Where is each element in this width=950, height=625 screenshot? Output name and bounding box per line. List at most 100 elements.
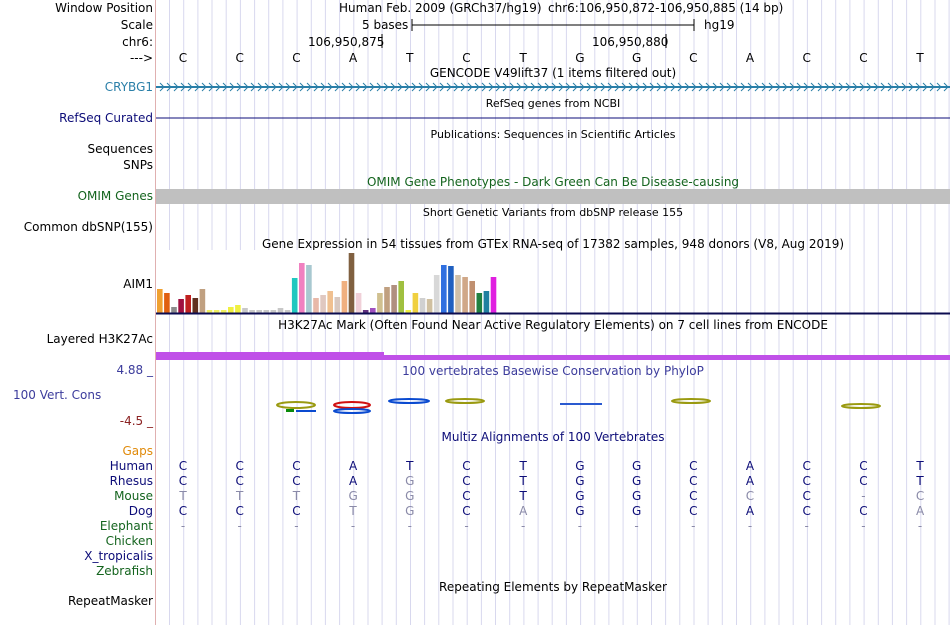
aligned-base: -	[407, 519, 412, 533]
strand-chevron	[404, 82, 410, 92]
gtex-tissue-bar	[391, 285, 397, 313]
strand-chevron	[593, 82, 599, 92]
aligned-base: C	[178, 504, 188, 518]
gtex-tissue-bar	[433, 275, 440, 313]
gtex-tissue-bar	[306, 265, 312, 313]
track-label-refseq[interactable]: RefSeq Curated	[59, 111, 153, 125]
reference-base: C	[178, 51, 188, 65]
aligned-base: C	[292, 504, 301, 518]
strand-chevron	[299, 82, 305, 92]
strand-chevron	[866, 82, 872, 92]
gtex-tissue-bar	[157, 289, 163, 313]
phylop-logos[interactable]	[156, 395, 950, 415]
aligned-base: C	[859, 474, 868, 488]
aligned-base: C	[802, 459, 811, 473]
strand-chevron	[264, 82, 270, 92]
refseq-gene-feature[interactable]	[156, 112, 950, 124]
strand-chevron	[425, 82, 431, 92]
track-label-h3k27ac[interactable]: Layered H3K27Ac	[46, 332, 153, 346]
strand-chevron	[397, 82, 403, 92]
strand-chevron	[285, 82, 291, 92]
track-label-sequences[interactable]: Sequences	[87, 142, 153, 156]
strand-chevron	[376, 82, 382, 92]
gtex-tissue-bar	[377, 293, 383, 313]
aligned-base: C	[235, 474, 244, 488]
species-label: Zebrafish	[96, 564, 153, 578]
aligned-base: G	[631, 489, 642, 503]
strand-chevron	[579, 82, 585, 92]
strand-chevron	[327, 82, 333, 92]
reference-base: T	[406, 51, 414, 65]
crybg1-gene-feature[interactable]	[156, 81, 950, 93]
aligned-base: -	[861, 519, 866, 533]
strand-chevron	[453, 82, 459, 92]
track-area[interactable]: Human Feb. 2009 (GRCh37/hg19) chr6:106,9…	[156, 0, 950, 625]
track-label-gtex[interactable]: AIM1	[123, 277, 153, 291]
gtex-tissue-bar	[171, 307, 177, 313]
strand-chevron	[467, 82, 473, 92]
track-label-snps[interactable]: SNPs	[123, 158, 153, 172]
aligned-base: T	[916, 459, 924, 473]
gtex-bar-chart[interactable]	[156, 250, 950, 315]
gtex-tissue-bar	[320, 295, 326, 313]
strand-chevron	[859, 82, 865, 92]
gtex-tissue-bar	[462, 277, 468, 313]
gtex-tissue-bar	[355, 293, 362, 313]
reference-base: G	[575, 51, 585, 65]
strand-chevron	[432, 82, 438, 92]
gtex-tissue-bar	[348, 253, 355, 313]
reference-base: C	[689, 51, 698, 65]
h3k27ac-signal[interactable]	[156, 350, 950, 362]
strand-chevron	[908, 82, 914, 92]
omim-gene-bar[interactable]	[156, 189, 950, 204]
reference-base: C	[292, 51, 301, 65]
aligned-base: A	[745, 504, 755, 518]
track-label-dbsnp[interactable]: Common dbSNP(155)	[23, 220, 153, 234]
strand-chevron	[348, 82, 354, 92]
refseq-track-title: RefSeq genes from NCBI	[485, 97, 621, 110]
strand-arrow-label: --->	[129, 51, 153, 65]
gtex-tissue-bar	[284, 310, 291, 313]
track-label-omim[interactable]: OMIM Genes	[77, 189, 153, 203]
strand-chevron	[488, 82, 494, 92]
aligned-base: C	[859, 459, 868, 473]
strand-chevron	[600, 82, 606, 92]
track-label-gaps[interactable]: Gaps	[122, 444, 153, 458]
track-label-crybg1[interactable]: CRYBG1	[104, 80, 153, 94]
gtex-tissue-bar	[270, 310, 277, 313]
strand-chevron	[502, 82, 508, 92]
aligned-base: G	[348, 489, 358, 503]
assembly-db: hg19	[704, 18, 735, 32]
strand-chevron	[670, 82, 676, 92]
reference-base: A	[348, 51, 358, 65]
strand-chevron	[271, 82, 277, 92]
aligned-base: G	[631, 474, 642, 488]
strand-chevron	[915, 82, 921, 92]
strand-chevron	[663, 82, 669, 92]
aligned-base: C	[292, 459, 301, 473]
track-label-phylop[interactable]: 100 Vert. Cons	[13, 388, 102, 402]
gtex-tissue-bar	[398, 281, 404, 313]
strand-chevron	[194, 82, 200, 92]
gtex-tissue-bar	[220, 310, 227, 313]
strand-chevron	[341, 82, 347, 92]
position-tick-2	[665, 34, 667, 48]
strand-chevron	[516, 82, 522, 92]
aligned-base: A	[519, 504, 528, 518]
gtex-tissue-bar	[405, 310, 412, 313]
strand-chevron	[495, 82, 501, 92]
track-label-repeatmasker[interactable]: RepeatMasker	[67, 594, 153, 608]
aligned-base: -	[180, 519, 186, 533]
strand-chevron	[628, 82, 634, 92]
gtex-tissue-bar	[313, 298, 319, 313]
strand-chevron	[551, 82, 557, 92]
aligned-base: A	[745, 474, 755, 488]
strand-chevron	[292, 82, 298, 92]
reference-base: C	[859, 51, 868, 65]
strand-chevron	[705, 82, 711, 92]
aligned-base: C	[178, 474, 188, 488]
strand-chevron	[523, 82, 529, 92]
strand-chevron	[180, 82, 186, 92]
species-label: Human	[109, 459, 153, 473]
